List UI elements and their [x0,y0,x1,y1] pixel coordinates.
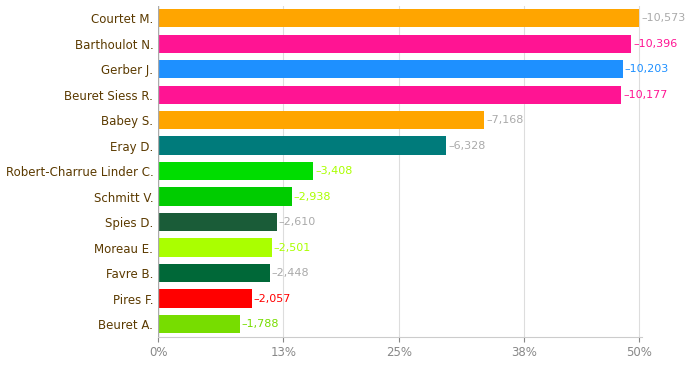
Text: –2,057: –2,057 [254,293,291,304]
Bar [158,213,277,231]
Bar [158,60,623,78]
Bar [158,85,621,104]
Text: –3,408: –3,408 [315,166,352,176]
Text: –1,788: –1,788 [241,319,279,329]
Bar [158,238,272,257]
Text: –10,177: –10,177 [623,90,668,100]
Text: –2,610: –2,610 [279,217,316,227]
Text: –2,938: –2,938 [294,192,331,201]
Text: –10,573: –10,573 [641,13,685,23]
Bar [158,289,252,308]
Bar [158,162,313,180]
Bar [158,137,446,155]
Text: –2,448: –2,448 [272,268,309,278]
Text: –7,168: –7,168 [486,115,524,125]
Bar [158,9,639,27]
Text: –10,203: –10,203 [625,64,669,74]
Text: –6,328: –6,328 [448,141,486,151]
Bar [158,111,484,129]
Bar [158,188,292,206]
Bar [158,315,240,333]
Text: –2,501: –2,501 [274,243,311,253]
Text: –10,396: –10,396 [633,39,677,49]
Bar [158,35,632,53]
Bar [158,264,269,282]
